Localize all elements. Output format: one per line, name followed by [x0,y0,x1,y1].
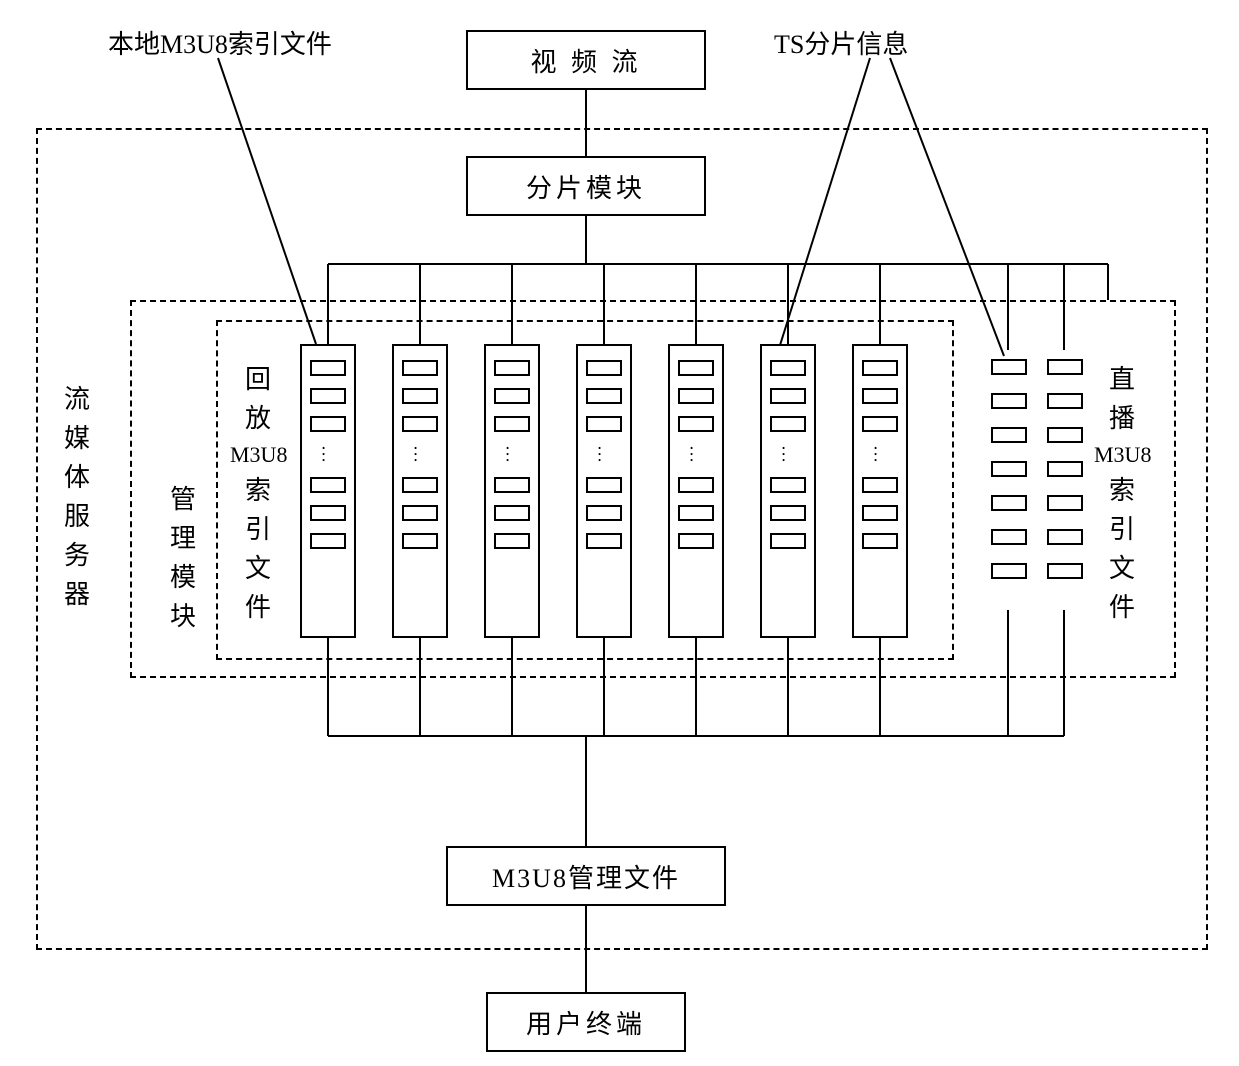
column-5: … [668,344,724,638]
vlabel-server: 流 媒 体 服 务 器 [62,380,92,614]
side-column-left [986,350,1032,588]
column-1: … [300,344,356,638]
box-m3u8-mgmt: M3U8管理文件 [446,846,726,906]
diagram-canvas: 本地M3U8索引文件 TS分片信息 视 频 流 分片模块 流 媒 体 服 务 器… [0,0,1239,1066]
vlabel-live: 直 播 M3U8 索 引 文 件 [1094,360,1150,627]
column-7: … [852,344,908,638]
vlabel-mgmt: 管 理 模 块 [168,480,198,636]
vlabel-playback: 回 放 M3U8 索 引 文 件 [230,360,286,627]
label-local-m3u8: 本地M3U8索引文件 [108,24,332,61]
side-column-right [1042,350,1088,588]
label-ts-info: TS分片信息 [774,24,908,61]
column-3: … [484,344,540,638]
column-2: … [392,344,448,638]
box-video-stream: 视 频 流 [466,30,706,90]
box-user-terminal: 用户终端 [486,992,686,1052]
column-6: … [760,344,816,638]
column-4: … [576,344,632,638]
